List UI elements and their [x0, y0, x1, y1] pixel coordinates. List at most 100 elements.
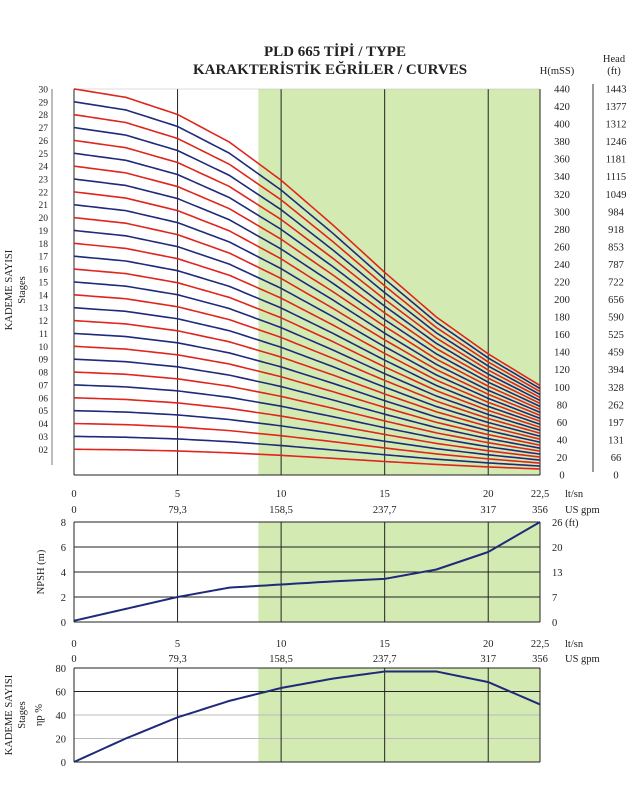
stage-curve-16 [73, 268, 541, 429]
npsh-y-tick-2: 4 [61, 568, 67, 579]
stage-curve-08 [73, 371, 541, 452]
h-tick-11: 220 [554, 278, 570, 289]
head-x2-tick-1: 79,3 [168, 505, 186, 516]
ft-tick-9: 590 [608, 313, 624, 324]
ft-tick-21: 1377 [606, 102, 627, 113]
stage-curve-19 [73, 229, 541, 420]
ft-tick-5: 328 [608, 383, 624, 394]
stage-curve-30 [73, 88, 541, 387]
ft-tick-6: 394 [608, 365, 625, 376]
eff-axis-title-1: KADEME SAYISI [4, 674, 15, 755]
stage-curve-07 [73, 384, 541, 455]
ft-tick-17: 1115 [606, 172, 626, 183]
head-x-tick-5: 22,5 [531, 489, 549, 500]
ft-tick-13: 853 [608, 242, 624, 253]
eff-y-tick-3: 60 [56, 688, 67, 699]
stage-label-29: 29 [39, 98, 49, 108]
stage-curve-02 [73, 448, 541, 470]
stage-label-15: 15 [39, 278, 49, 288]
npsh-y-tick-0: 0 [61, 618, 66, 629]
ft-tick-1: 66 [611, 453, 622, 464]
ft-tick-0: 0 [613, 471, 618, 482]
h-tick-1: 20 [557, 453, 568, 464]
stage-curve-24 [73, 165, 541, 405]
ft-tick-8: 525 [608, 330, 624, 341]
stage-curve-12 [73, 319, 541, 440]
stage-curve-21 [73, 203, 541, 414]
h-tick-7: 140 [554, 348, 570, 359]
stage-curve-04 [73, 422, 541, 464]
npsh-x2-tick-0: 0 [71, 654, 76, 665]
ft-tick-4: 262 [608, 400, 624, 411]
stage-label-06: 06 [39, 394, 49, 404]
ft-axis-label-2: (ft) [607, 66, 621, 77]
npsh-x-unit-2: US gpm [565, 654, 600, 665]
stage-label-14: 14 [39, 291, 49, 301]
ft-tick-20: 1312 [606, 120, 627, 131]
h-axis-label: H(mSS) [540, 66, 575, 77]
h-tick-16: 320 [554, 190, 570, 201]
stage-label-04: 04 [39, 420, 49, 430]
stages-axis-title-1: KADEME SAYISI [4, 249, 15, 330]
npsh-x-tick-3: 15 [379, 639, 390, 650]
stage-label-13: 13 [39, 304, 49, 314]
stage-curve-09 [73, 358, 541, 449]
chart-title: PLD 665 TİPİ / TYPE [264, 43, 406, 60]
h-tick-5: 100 [554, 383, 570, 394]
h-tick-15: 300 [554, 207, 570, 218]
h-tick-3: 60 [557, 418, 568, 429]
ft-axis-label-1: Head [603, 54, 626, 65]
stage-label-02: 02 [39, 446, 49, 456]
stage-label-03: 03 [39, 433, 49, 443]
head-x2-tick-2: 158,5 [269, 505, 293, 516]
h-tick-10: 200 [554, 295, 570, 306]
head-x-tick-2: 10 [276, 489, 287, 500]
h-tick-2: 40 [557, 435, 568, 446]
h-tick-8: 160 [554, 330, 570, 341]
ft-tick-15: 984 [608, 207, 625, 218]
npsh-x2-tick-4: 317 [480, 654, 496, 665]
eff-y-tick-0: 0 [61, 758, 66, 769]
ft-tick-11: 722 [608, 278, 624, 289]
h-tick-6: 120 [554, 365, 570, 376]
npsh-x-tick-1: 5 [175, 639, 180, 650]
h-tick-19: 380 [554, 137, 570, 148]
head-x2-tick-5: 356 [532, 505, 548, 516]
h-tick-4: 80 [557, 400, 568, 411]
stage-label-27: 27 [39, 124, 49, 134]
eff-axis-title-3: ηp % [34, 704, 45, 726]
stage-label-16: 16 [39, 266, 49, 276]
head-x-tick-0: 0 [71, 489, 76, 500]
npsh-y-tick-3: 6 [61, 543, 66, 554]
stage-curve-13 [73, 306, 541, 437]
stage-curve-27 [73, 126, 541, 396]
npsh-x2-tick-2: 158,5 [269, 654, 293, 665]
npsh-x-tick-0: 0 [71, 639, 76, 650]
stage-curve-17 [73, 255, 541, 426]
h-tick-22: 440 [554, 85, 570, 96]
stage-curve-18 [73, 242, 541, 423]
stage-curve-10 [73, 345, 541, 446]
eff-axis-title-2: Stages [17, 701, 28, 728]
head-x-unit-1: lt/sn [565, 489, 584, 500]
stage-label-11: 11 [39, 330, 48, 340]
h-tick-9: 180 [554, 313, 570, 324]
stage-label-30: 30 [39, 85, 49, 95]
efficiency-curve [73, 670, 541, 763]
stage-label-21: 21 [39, 201, 49, 211]
ft-tick-18: 1181 [606, 155, 627, 166]
npsh-x2-tick-1: 79,3 [168, 654, 186, 665]
h-tick-21: 420 [554, 102, 570, 113]
stage-curve-05 [73, 409, 541, 461]
head-x-tick-4: 20 [483, 489, 494, 500]
stage-curve-22 [73, 191, 541, 411]
stage-label-10: 10 [39, 343, 49, 353]
h-tick-20: 400 [554, 120, 570, 131]
ft-tick-7: 459 [608, 348, 624, 359]
stages-axis-title-2: Stages [17, 276, 28, 303]
npsh-ft-tick-0: 0 [552, 618, 557, 629]
npsh-y-tick-1: 2 [61, 593, 66, 604]
stage-curve-26 [73, 139, 541, 399]
